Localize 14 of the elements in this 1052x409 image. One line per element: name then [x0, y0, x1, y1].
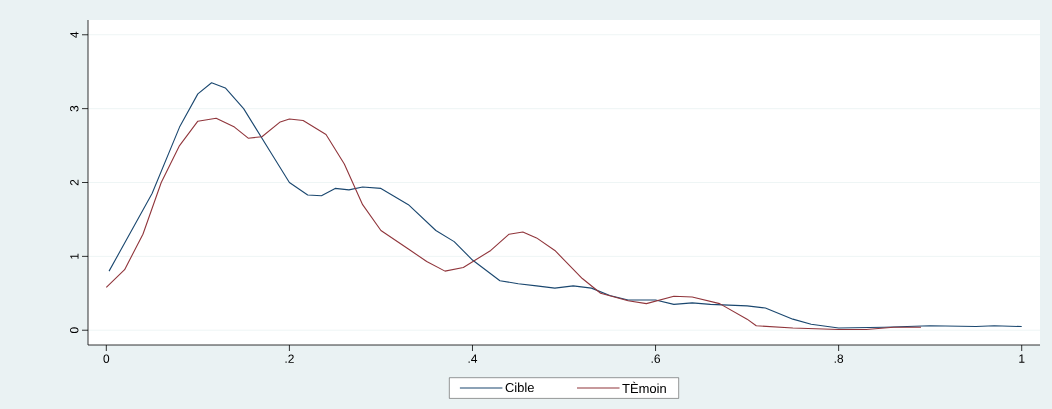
x-tick-label: .2: [285, 354, 294, 363]
y-tick-label: 4: [70, 31, 79, 38]
x-tick-label: .4: [468, 354, 478, 363]
y-tick-label: 1: [70, 253, 79, 259]
x-tick-label: .6: [651, 354, 661, 363]
legend-label: TÈmoin: [622, 381, 666, 394]
x-tick-label: 0: [103, 354, 110, 363]
y-tick-label: 0: [70, 327, 79, 334]
x-tick-label: .8: [834, 354, 844, 363]
x-tick-label: 1: [1019, 354, 1025, 363]
y-tick-label: 2: [70, 179, 79, 186]
legend-label: Cible: [505, 382, 534, 393]
line-series: [105, 117, 922, 331]
y-tick-label: 3: [70, 105, 79, 112]
